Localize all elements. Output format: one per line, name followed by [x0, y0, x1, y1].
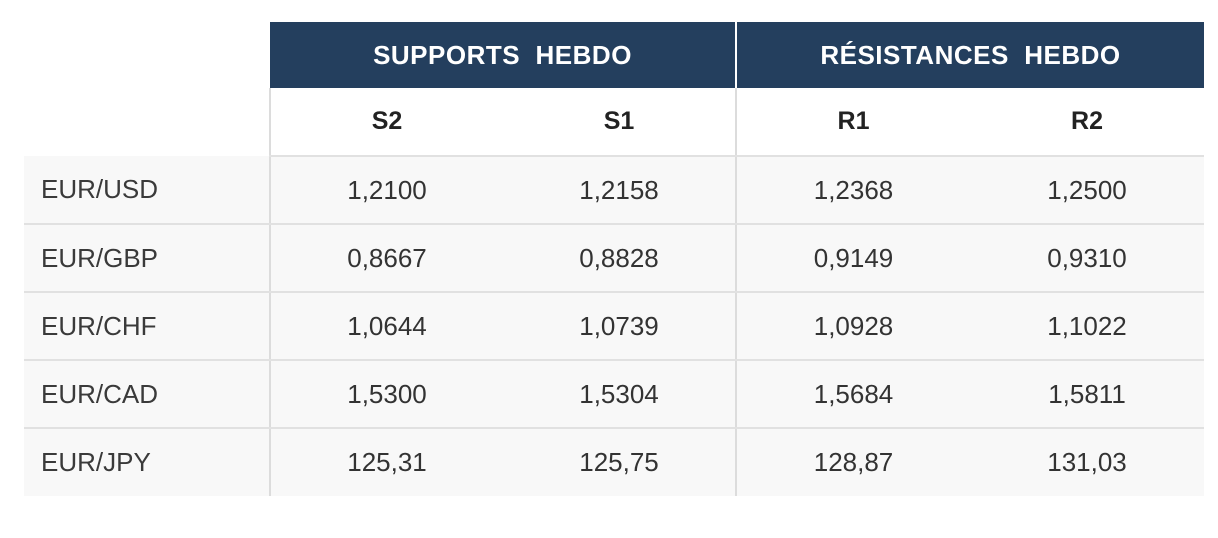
pair-label: EUR/CAD: [24, 360, 270, 429]
value-r2: 0,9310: [970, 224, 1204, 293]
pair-label: EUR/CHF: [24, 292, 270, 361]
levels-table-container: SUPPORTS HEBDO RÉSISTANCES HEBDO S2 S1 R…: [24, 22, 1204, 496]
pair-column-header: [24, 88, 270, 156]
value-r1: 1,0928: [735, 292, 970, 361]
value-s1: 1,0739: [503, 292, 736, 361]
value-s1: 1,5304: [503, 360, 736, 429]
value-s2: 1,0644: [269, 292, 503, 361]
value-s2: 125,31: [269, 428, 503, 496]
table-row: EUR/CAD 1,5300 1,5304 1,5684 1,5811: [24, 360, 1204, 429]
value-s1: 1,2158: [503, 156, 736, 225]
corner-cell: [24, 22, 270, 88]
column-header-r2: R2: [970, 88, 1204, 157]
column-header-s1: S1: [503, 88, 736, 157]
value-r2: 131,03: [970, 428, 1204, 496]
value-r1: 0,9149: [735, 224, 970, 293]
pair-label: EUR/JPY: [24, 428, 270, 496]
column-header-r1: R1: [735, 88, 970, 157]
value-s2: 1,2100: [269, 156, 503, 225]
supports-group-header: SUPPORTS HEBDO: [270, 22, 736, 88]
pair-label: EUR/GBP: [24, 224, 270, 293]
table-row: EUR/CHF 1,0644 1,0739 1,0928 1,1022: [24, 292, 1204, 361]
pair-label: EUR/USD: [24, 156, 270, 225]
value-s2: 0,8667: [269, 224, 503, 293]
column-header-s2: S2: [269, 88, 503, 157]
weekly-levels-table: SUPPORTS HEBDO RÉSISTANCES HEBDO S2 S1 R…: [24, 22, 1204, 496]
value-r1: 128,87: [735, 428, 970, 496]
value-s1: 125,75: [503, 428, 736, 496]
table-row: EUR/JPY 125,31 125,75 128,87 131,03: [24, 428, 1204, 496]
value-r1: 1,2368: [735, 156, 970, 225]
value-s1: 0,8828: [503, 224, 736, 293]
column-header-row: S2 S1 R1 R2: [24, 88, 1204, 157]
table-row: EUR/USD 1,2100 1,2158 1,2368 1,2500: [24, 156, 1204, 225]
resistances-group-header: RÉSISTANCES HEBDO: [735, 22, 1204, 88]
group-header-row: SUPPORTS HEBDO RÉSISTANCES HEBDO: [24, 22, 1204, 88]
value-r1: 1,5684: [735, 360, 970, 429]
table-row: EUR/GBP 0,8667 0,8828 0,9149 0,9310: [24, 224, 1204, 293]
value-s2: 1,5300: [269, 360, 503, 429]
value-r2: 1,5811: [970, 360, 1204, 429]
value-r2: 1,1022: [970, 292, 1204, 361]
value-r2: 1,2500: [970, 156, 1204, 225]
